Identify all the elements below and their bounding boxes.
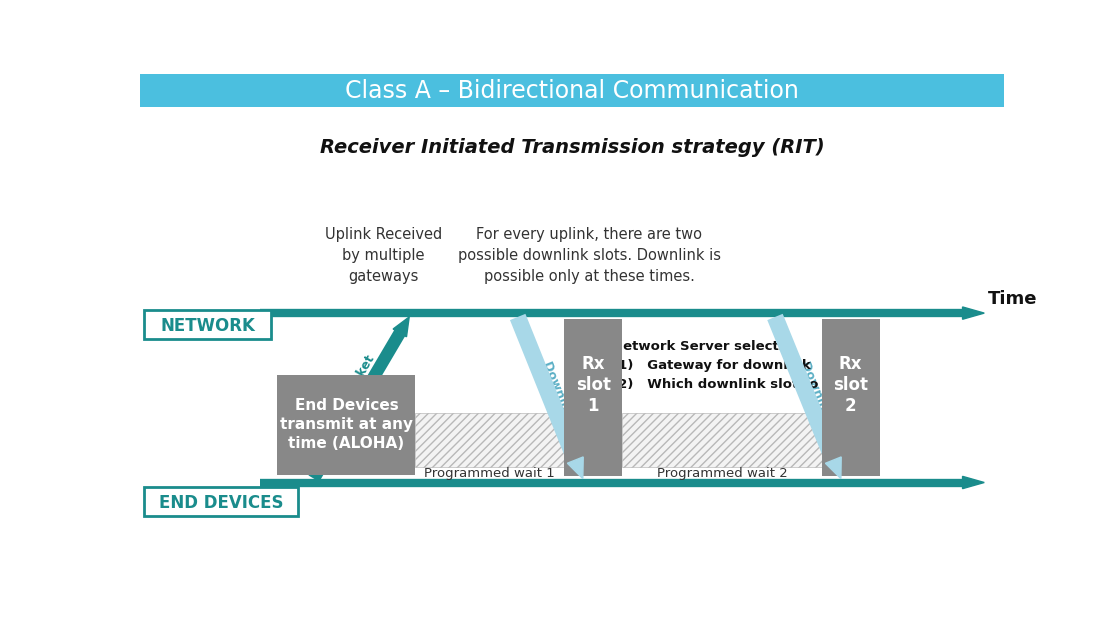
Polygon shape [567, 457, 584, 479]
Text: Network Server selects:
(1)   Gateway for downlink
(2)   Which downlink slot to : Network Server selects: (1) Gateway for … [613, 340, 849, 391]
Text: Time: Time [988, 290, 1038, 308]
Bar [565, 319, 623, 476]
Text: NETWORK: NETWORK [161, 317, 256, 335]
FancyBboxPatch shape [144, 310, 271, 339]
Bar [278, 374, 415, 475]
Text: Programmed wait 1: Programmed wait 1 [424, 467, 555, 480]
Bar [821, 319, 879, 476]
Text: Rx
slot
2: Rx slot 2 [833, 355, 868, 415]
Text: Programmed wait 2: Programmed wait 2 [656, 467, 787, 480]
Text: End Devices
transmit at any
time (ALOHA): End Devices transmit at any time (ALOHA) [280, 398, 413, 451]
Bar [140, 74, 1004, 107]
Text: Downlink 2: Downlink 2 [798, 360, 839, 436]
Polygon shape [393, 317, 410, 337]
Polygon shape [962, 307, 984, 319]
Text: Class A – Bidirectional Communication: Class A – Bidirectional Communication [345, 79, 799, 102]
Text: Downlink 1: Downlink 1 [540, 360, 581, 436]
Polygon shape [962, 476, 984, 489]
Text: Uplink packet: Uplink packet [318, 353, 377, 442]
Text: For every uplink, there are two
possible downlink slots. Downlink is
possible on: For every uplink, there are two possible… [458, 227, 721, 284]
Bar [623, 413, 821, 467]
Text: Uplink Received
by multiple
gateways: Uplink Received by multiple gateways [325, 227, 442, 284]
Text: Rx
slot
1: Rx slot 1 [576, 355, 610, 415]
Bar [415, 413, 565, 467]
Text: Receiver Initiated Transmission strategy (RIT): Receiver Initiated Transmission strategy… [319, 138, 825, 157]
FancyBboxPatch shape [144, 487, 298, 516]
Text: END DEVICES: END DEVICES [158, 494, 283, 512]
Polygon shape [826, 457, 841, 479]
